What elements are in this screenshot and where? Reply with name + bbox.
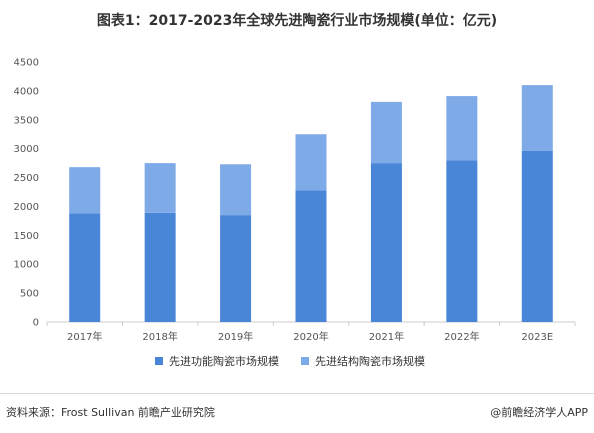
legend-item-structural: 先进结构陶瓷市场规模	[301, 353, 425, 369]
legend-swatch-functional	[155, 357, 163, 365]
x-tick-label: 2020年	[293, 330, 328, 343]
y-tick-label: 1000	[14, 260, 39, 271]
y-tick-label: 3000	[14, 144, 39, 155]
bar-segment-structural	[370, 101, 402, 164]
x-tick-label: 2018年	[142, 330, 177, 343]
bar-segment-functional	[220, 215, 252, 322]
bar-segment-functional	[69, 213, 101, 322]
x-tick-label: 2022年	[444, 330, 479, 343]
y-tick-label: 4000	[14, 86, 39, 97]
bar-segment-structural	[446, 96, 478, 161]
source-note: 资料来源：Frost Sullivan 前瞻产业研究院	[6, 406, 215, 419]
bar-segment-functional	[295, 190, 327, 322]
bar-segment-functional	[144, 212, 176, 322]
bar-segment-structural	[144, 163, 176, 213]
legend-swatch-structural	[301, 357, 309, 365]
y-tick-label: 2500	[14, 173, 39, 184]
bar-segment-structural	[220, 164, 252, 216]
legend-label-functional: 先进功能陶瓷市场规模	[169, 355, 279, 368]
bar-segment-functional	[521, 150, 553, 322]
y-tick-label: 3500	[14, 115, 39, 126]
chart-legend: 先进功能陶瓷市场规模 先进结构陶瓷市场规模	[155, 353, 425, 369]
y-tick-label: 1500	[14, 231, 39, 242]
x-tick-label: 2021年	[369, 330, 404, 343]
stacked-bar-chart: 0 500 1000 1500 2000 2500 3000 3500 4000 4500 2017…	[14, 58, 576, 343]
y-tick-label: 2000	[14, 202, 39, 213]
x-tick-label: 2019年	[218, 330, 253, 343]
y-tick-label: 500	[20, 289, 39, 300]
legend-label-structural: 先进结构陶瓷市场规模	[315, 355, 425, 368]
brand-credit: @前瞻经济学人APP	[490, 406, 588, 419]
y-tick-label: 0	[33, 318, 39, 329]
x-tick-label: 2017年	[67, 330, 102, 343]
bar-segment-structural	[295, 134, 327, 191]
chart-title: 图表1：2017-2023年全球先进陶瓷行业市场规模(单位：亿元)	[96, 13, 498, 29]
footer-divider	[0, 393, 594, 394]
bar-segment-functional	[370, 163, 402, 322]
y-tick-label: 4500	[14, 58, 39, 69]
bar-segment-functional	[446, 160, 478, 322]
legend-item-functional: 先进功能陶瓷市场规模	[155, 353, 279, 369]
bar-segment-structural	[69, 167, 101, 214]
bar-segment-structural	[521, 85, 553, 151]
x-tick-label: 2023E	[521, 332, 553, 343]
